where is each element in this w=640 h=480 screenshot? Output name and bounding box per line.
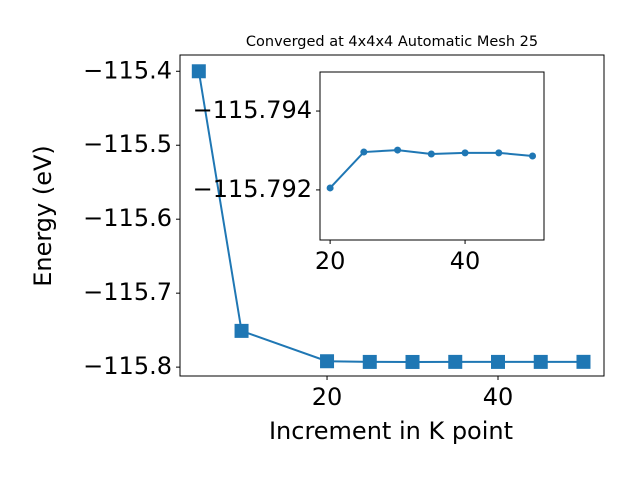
x-tick-label: 20 — [312, 383, 343, 411]
x-tick-label: 40 — [483, 383, 514, 411]
y-axis-label: Energy (eV) — [29, 145, 57, 287]
marker — [529, 152, 537, 160]
x-tick-label: 20 — [315, 247, 346, 275]
y-tick-label: −115.4 — [83, 56, 172, 84]
marker — [495, 149, 503, 157]
y-tick-label: −115.5 — [83, 130, 172, 158]
marker — [533, 354, 548, 369]
x-axis-label: Increment in K point — [269, 417, 513, 445]
marker — [234, 323, 249, 338]
marker — [576, 354, 591, 369]
y-tick-label: −115.8 — [83, 352, 172, 380]
y-tick-label: −115.794 — [193, 96, 312, 124]
marker — [448, 354, 463, 369]
marker — [362, 354, 377, 369]
marker — [405, 354, 420, 369]
y-tick-label: −115.6 — [83, 204, 172, 232]
y-tick-label: −115.7 — [83, 278, 172, 306]
marker — [191, 64, 206, 79]
marker — [491, 354, 505, 369]
chart-title: Converged at 4x4x4 Automatic Mesh 25 — [246, 34, 538, 50]
marker — [326, 184, 334, 192]
marker — [427, 150, 435, 158]
marker — [394, 146, 402, 154]
marker — [461, 149, 469, 157]
y-tick-label: −115.792 — [193, 175, 312, 203]
x-tick-label: 40 — [450, 247, 481, 275]
marker — [320, 354, 335, 369]
marker — [360, 148, 368, 156]
